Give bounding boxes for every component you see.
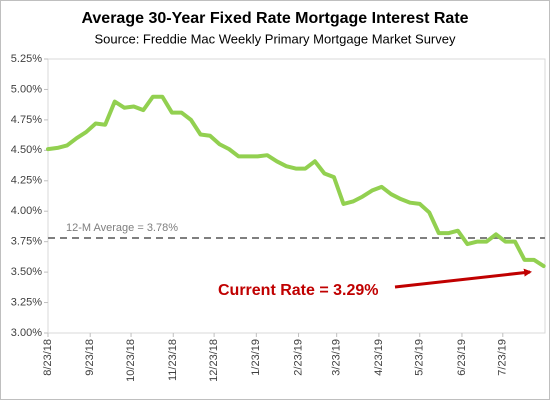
y-tick-label: 4.00% — [11, 205, 42, 217]
x-tick-label: 6/23/19 — [456, 339, 468, 376]
chart-title: Average 30-Year Fixed Rate Mortgage Inte… — [81, 10, 468, 27]
chart-subtitle: Source: Freddie Mac Weekly Primary Mortg… — [95, 31, 456, 46]
x-tick-label: 8/23/18 — [42, 339, 54, 376]
y-tick-label: 3.00% — [11, 327, 42, 339]
x-tick-label: 7/23/19 — [497, 339, 509, 376]
x-tick-label: 9/23/18 — [84, 339, 96, 376]
x-tick-label: 12/23/18 — [208, 339, 220, 382]
y-tick-label: 3.75% — [11, 236, 42, 248]
annotation-arrow — [394, 268, 532, 289]
x-tick-label: 10/23/18 — [125, 339, 137, 382]
x-tick-label: 1/23/19 — [250, 339, 262, 376]
y-tick-label: 5.25% — [11, 53, 42, 65]
y-tick-label: 3.25% — [11, 296, 42, 308]
y-tick-label: 4.50% — [11, 144, 42, 156]
y-tick-label: 4.75% — [11, 114, 42, 126]
y-tick-label: 4.25% — [11, 175, 42, 187]
x-tick-label: 5/23/19 — [414, 339, 426, 376]
x-tick-label: 3/23/19 — [331, 339, 343, 376]
x-tick-label: 11/23/18 — [167, 339, 179, 381]
x-tick-label: 2/23/19 — [292, 339, 304, 376]
data-line — [46, 94, 546, 269]
plot-border — [47, 58, 546, 334]
x-tick-label: 4/23/19 — [373, 339, 385, 376]
reference-label: 12-M Average = 3.78% — [66, 222, 178, 234]
y-tick-label: 5.00% — [11, 83, 42, 95]
y-tick-label: 3.50% — [11, 266, 42, 278]
annotation: Current Rate = 3.29% — [218, 282, 379, 299]
